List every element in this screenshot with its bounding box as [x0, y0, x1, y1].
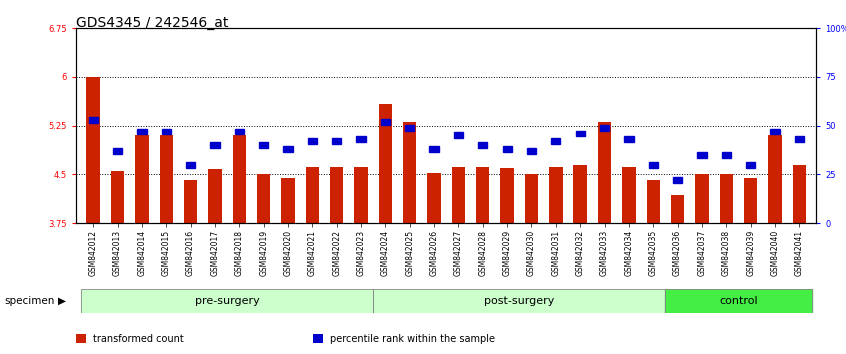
Text: transformed count: transformed count	[93, 334, 184, 344]
Bar	[330, 166, 343, 223]
Bar	[624, 136, 634, 142]
Bar	[478, 142, 487, 148]
Bar	[525, 175, 538, 223]
Bar	[671, 195, 684, 223]
Bar	[211, 142, 220, 148]
Bar	[381, 119, 390, 125]
Bar	[332, 138, 341, 144]
Bar	[452, 166, 465, 223]
Bar	[354, 166, 368, 223]
Bar	[649, 162, 658, 167]
Bar	[549, 166, 563, 223]
Text: control: control	[719, 296, 758, 306]
Bar	[379, 104, 392, 223]
Bar	[259, 142, 268, 148]
Bar	[666, 289, 811, 313]
Bar	[234, 129, 244, 135]
Bar	[137, 129, 146, 135]
Bar	[476, 166, 490, 223]
Bar	[81, 289, 373, 313]
Bar	[405, 125, 415, 131]
Bar	[356, 136, 365, 142]
Bar	[666, 289, 811, 313]
Text: GDS4345 / 242546_at: GDS4345 / 242546_at	[76, 16, 228, 30]
Bar	[281, 178, 294, 223]
Bar	[768, 136, 782, 223]
Bar	[373, 289, 666, 313]
Text: pre-surgery: pre-surgery	[195, 296, 260, 306]
Bar	[111, 171, 124, 223]
Bar	[794, 136, 804, 142]
Bar	[186, 162, 195, 167]
Bar	[427, 173, 441, 223]
Bar	[722, 152, 731, 158]
Bar	[552, 138, 560, 144]
Bar	[771, 129, 780, 135]
Text: percentile rank within the sample: percentile rank within the sample	[330, 334, 495, 344]
Bar	[695, 175, 709, 223]
Bar	[673, 177, 682, 183]
Bar	[184, 179, 197, 223]
Bar	[744, 178, 757, 223]
Text: ▶: ▶	[58, 296, 65, 306]
Bar	[430, 146, 439, 152]
Bar	[600, 125, 609, 131]
Bar	[501, 168, 514, 223]
Text: post-surgery: post-surgery	[484, 296, 554, 306]
Bar	[503, 146, 512, 152]
Bar	[208, 169, 222, 223]
Bar	[135, 136, 149, 223]
Bar	[697, 152, 706, 158]
Bar	[403, 122, 416, 223]
Bar	[89, 117, 98, 123]
Bar	[527, 148, 536, 154]
Bar	[81, 289, 373, 313]
Bar	[283, 146, 293, 152]
Bar	[233, 136, 246, 223]
Bar	[113, 148, 122, 154]
Bar	[160, 136, 173, 223]
Bar	[746, 162, 755, 167]
Bar	[373, 289, 666, 313]
Bar	[574, 165, 587, 223]
Bar	[86, 77, 100, 223]
Bar	[305, 166, 319, 223]
Bar	[162, 129, 171, 135]
Bar	[453, 132, 463, 138]
Bar	[646, 179, 660, 223]
Bar	[793, 165, 806, 223]
Bar	[308, 138, 317, 144]
Text: specimen: specimen	[4, 296, 55, 306]
Bar	[257, 175, 271, 223]
Bar	[720, 175, 733, 223]
Bar	[598, 122, 612, 223]
Bar	[622, 166, 635, 223]
Bar	[575, 131, 585, 136]
